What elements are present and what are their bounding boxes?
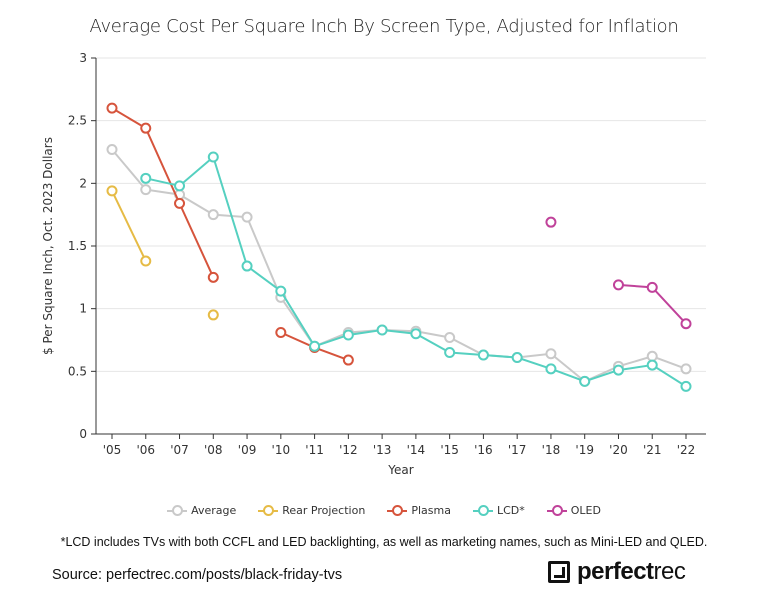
x-tick-label: '09: [238, 443, 257, 457]
y-tick-label: 2.5: [68, 114, 87, 128]
data-point: [275, 285, 287, 297]
legend-item[interactable]: LCD*: [472, 504, 525, 517]
x-tick-label: '07: [170, 443, 189, 457]
legend-label: OLED: [570, 504, 601, 517]
x-tick-label: '11: [305, 443, 324, 457]
data-point: [579, 375, 591, 387]
series-line-average: [111, 148, 687, 383]
data-point: [444, 331, 456, 343]
x-tick-label: '15: [440, 443, 459, 457]
legend-label: LCD*: [496, 504, 525, 517]
data-point: [207, 151, 219, 163]
data-point: [207, 209, 219, 221]
legend-marker-icon: [167, 504, 188, 516]
series-line-rear-projection: [111, 190, 147, 262]
x-tick-label: '22: [677, 443, 696, 457]
x-tick-label: '19: [575, 443, 594, 457]
chart-title: Average Cost Per Square Inch By Screen T…: [89, 16, 679, 37]
data-point: [646, 281, 658, 293]
data-point: [241, 211, 253, 223]
data-point: [680, 380, 692, 392]
data-point: [646, 359, 658, 371]
data-point: [207, 271, 219, 283]
data-point: [106, 102, 118, 114]
data-point: [342, 354, 354, 366]
x-tick-label: '10: [272, 443, 291, 457]
legend-item[interactable]: Plasma: [387, 504, 451, 517]
legend: Average Rear Projection Plasma LCD* OLED: [0, 504, 768, 517]
x-axis-label: Year: [387, 463, 413, 477]
data-point: [477, 349, 489, 361]
data-point: [106, 143, 118, 155]
x-tick-label: '14: [407, 443, 426, 457]
x-tick-label: '12: [339, 443, 358, 457]
perfectrec-logo: perfectrec: [548, 558, 686, 586]
data-point: [612, 364, 624, 376]
legend-marker-icon: [387, 504, 408, 516]
footnote: *LCD includes TVs with both CCFL and LED…: [60, 535, 708, 549]
x-tick-label: '21: [643, 443, 662, 457]
data-point: [207, 309, 219, 321]
data-point: [174, 180, 186, 192]
data-point: [680, 363, 692, 375]
y-axis-label: $ Per Square Inch, Oct. 2023 Dollars: [41, 137, 55, 355]
legend-item[interactable]: Average: [167, 504, 236, 517]
data-point: [140, 122, 152, 134]
legend-label: Rear Projection: [282, 504, 366, 517]
data-point: [140, 184, 152, 196]
data-point: [309, 340, 321, 352]
logo-mark-icon: [548, 561, 570, 583]
y-tick-label: 3: [79, 51, 87, 65]
legend-item[interactable]: Rear Projection: [258, 504, 365, 517]
data-point: [342, 329, 354, 341]
legend-label: Average: [191, 504, 237, 517]
data-point: [106, 185, 118, 197]
data-point: [545, 363, 557, 375]
y-tick-label: 1: [79, 302, 87, 316]
x-tick-label: '13: [373, 443, 392, 457]
x-tick-label: '16: [474, 443, 493, 457]
legend-marker-icon: [546, 504, 567, 516]
data-point: [174, 197, 186, 209]
y-tick-label: 1.5: [68, 239, 87, 253]
x-tick-label: '18: [542, 443, 561, 457]
legend-label: Plasma: [411, 504, 451, 517]
y-tick-label: 2: [79, 176, 87, 190]
series-line-lcd-: [145, 155, 687, 388]
x-tick-label: '06: [136, 443, 155, 457]
x-tick-label: '17: [508, 443, 527, 457]
data-point: [140, 255, 152, 267]
y-tick-label: 0: [79, 427, 87, 441]
x-tick-label: '20: [609, 443, 628, 457]
legend-marker-icon: [472, 504, 493, 516]
data-point: [275, 326, 287, 338]
data-point: [241, 260, 253, 272]
x-tick-label: '05: [103, 443, 122, 457]
data-point: [545, 216, 557, 228]
series-line-plasma: [111, 107, 215, 278]
data-point: [646, 350, 658, 362]
data-point: [511, 352, 523, 364]
data-point: [545, 348, 557, 360]
legend-item[interactable]: OLED: [546, 504, 601, 517]
data-point: [612, 279, 624, 291]
data-point: [140, 172, 152, 184]
data-point: [376, 324, 388, 336]
x-tick-label: '08: [204, 443, 223, 457]
data-point: [444, 347, 456, 359]
data-point: [680, 318, 692, 330]
data-point: [410, 328, 422, 340]
source-text: Source: perfectrec.com/posts/black-frida…: [52, 567, 343, 583]
y-tick-label: 0.5: [68, 364, 87, 378]
legend-marker-icon: [258, 504, 279, 516]
